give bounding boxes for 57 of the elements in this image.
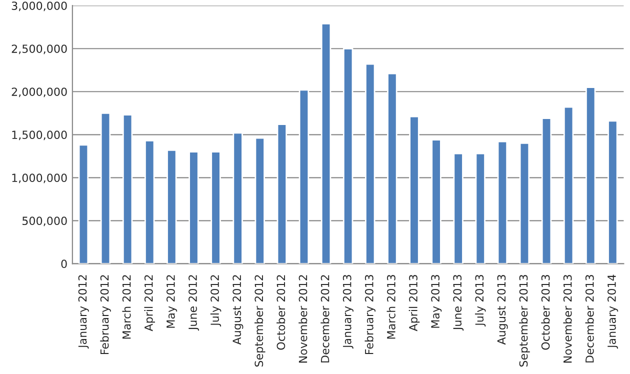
bar: [276, 124, 288, 264]
y-tick-label: 1,500,000: [12, 130, 67, 140]
x-tick-label: August 2012: [232, 275, 244, 345]
x-tick-label: August 2013: [497, 274, 508, 345]
bar: [453, 152, 464, 264]
bar: [320, 22, 332, 264]
x-tick-label: April 2012: [144, 275, 155, 332]
bar: [210, 151, 221, 264]
bar: [122, 114, 133, 264]
x-tick-label: May 2012: [166, 275, 178, 328]
y-tick-label: 500,000: [22, 216, 67, 226]
y-tick-label: 3,000,000: [12, 2, 67, 12]
bar: [232, 132, 243, 264]
x-tick-label: March 2012: [122, 275, 131, 339]
y-tick-label: 2,000,000: [12, 88, 67, 98]
bar: [409, 116, 420, 264]
bar: [586, 86, 596, 264]
y-tick-label: 2,500,000: [12, 44, 67, 54]
bar: [541, 118, 552, 264]
bar: [100, 112, 111, 264]
x-tick-label: October 2012: [276, 275, 286, 350]
x-tick-label: January 2012: [78, 275, 89, 349]
x-tick-label: March 2013: [386, 274, 396, 339]
x-tick-label: June 2012: [188, 275, 200, 331]
x-tick-label: October 2013: [541, 274, 550, 350]
bar: [563, 106, 574, 264]
x-tick-label: April 2013: [408, 274, 420, 332]
x-tick-label: July 2012: [210, 275, 222, 326]
x-tick-label: December 2013: [585, 274, 594, 362]
x-tick-label: February 2013: [364, 274, 376, 354]
bar: [365, 63, 376, 264]
bar: [475, 152, 486, 264]
bar: [608, 120, 618, 264]
x-tick-label: June 2013: [453, 274, 464, 331]
x-tick-label: May 2013: [431, 274, 442, 328]
x-tick-label: September 2013: [519, 274, 530, 367]
bar: [166, 149, 177, 264]
bar: [144, 140, 155, 264]
x-tick-label: November 2013: [563, 274, 572, 363]
x-tick-label: December 2012: [320, 275, 330, 362]
x-tick-label: September 2012: [254, 275, 266, 367]
bar: [188, 151, 199, 264]
bar: [519, 142, 530, 264]
y-tick-label: 1,000,000: [12, 174, 67, 184]
y-tick-label: 0: [61, 260, 67, 268]
bar: [497, 140, 508, 264]
bar: [298, 89, 310, 264]
x-tick-label: January 2013: [342, 274, 354, 349]
x-tick-label: February 2012: [100, 275, 111, 354]
x-tick-label: January 2014: [607, 274, 618, 349]
x-tick-label: July 2013: [475, 274, 486, 326]
bar: [254, 137, 265, 264]
bar: [342, 48, 354, 264]
bar: [78, 144, 89, 264]
bar: [431, 139, 442, 264]
bar: [387, 72, 398, 264]
x-tick-label: November 2012: [298, 275, 308, 363]
